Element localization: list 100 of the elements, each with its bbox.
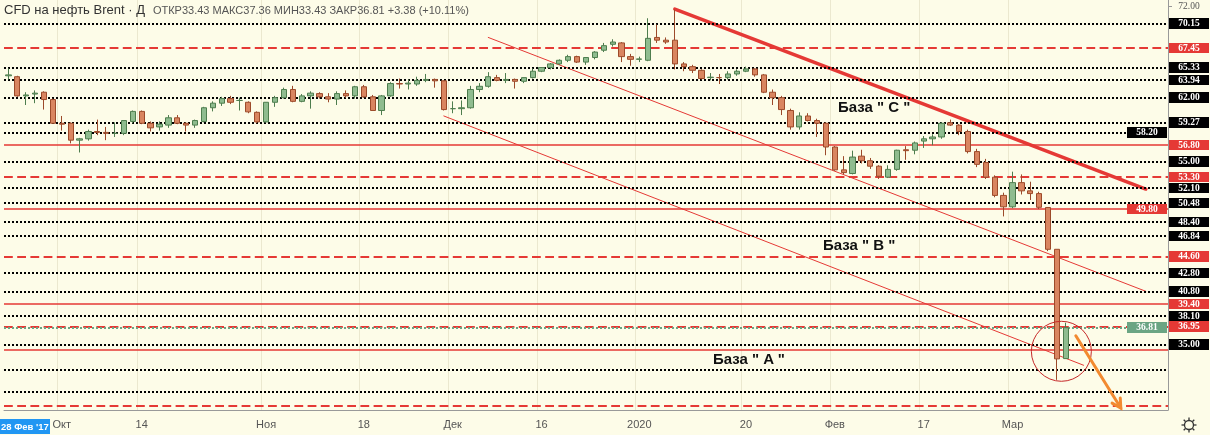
- y-tick-label: 67.45: [1169, 42, 1209, 54]
- x-tick-label: 18: [357, 417, 370, 430]
- candlestick: [396, 78, 403, 90]
- candlestick: [281, 87, 287, 100]
- candlestick: [796, 111, 802, 131]
- y-tick-label: 70.15: [1169, 18, 1209, 29]
- candlestick: [94, 119, 100, 136]
- candlestick: [583, 57, 589, 66]
- ref-line-label: 55.00: [1169, 156, 1209, 167]
- ref-line-label: 62.00: [1169, 92, 1209, 103]
- candlestick: [636, 56, 642, 63]
- candlestick: [378, 94, 385, 116]
- candlestick: [538, 67, 545, 73]
- candlestick: [59, 115, 65, 132]
- x-tick-label: Ноя: [256, 417, 277, 430]
- candlestick: [156, 120, 163, 132]
- candlestick: [938, 121, 945, 140]
- x-tick-label: 2020: [627, 417, 652, 430]
- candlestick: [752, 67, 758, 78]
- candlestick: [130, 109, 136, 124]
- candlestick: [485, 71, 491, 89]
- candlestick: [423, 73, 429, 83]
- candlestick: [414, 76, 420, 87]
- candlestick: [1027, 181, 1033, 201]
- candlestick: [530, 67, 536, 80]
- candlestick: [121, 120, 127, 136]
- candlestick: [787, 108, 794, 131]
- candlestick: [325, 92, 331, 103]
- candlestick: [192, 119, 198, 129]
- candlestick: [849, 150, 856, 175]
- candlestick: [316, 91, 323, 100]
- candlestick: [894, 149, 900, 172]
- candlestick: [432, 78, 438, 89]
- candlestick: [876, 164, 882, 180]
- ref-line-label: 50.48: [1169, 197, 1209, 209]
- candlestick: [227, 95, 234, 105]
- candlestick: [334, 90, 340, 106]
- candlestick: [458, 99, 465, 116]
- candlestick: [1063, 322, 1069, 360]
- candlestick: [610, 38, 616, 48]
- candlestick: [761, 73, 767, 94]
- candlestick: [645, 17, 651, 62]
- candlestick: [387, 81, 394, 98]
- ref-line-label: 48.40: [1169, 216, 1209, 228]
- y-tick-label: 65.33: [1169, 62, 1209, 73]
- candlestick: [512, 78, 518, 90]
- chart-subtitle: ОТКР33.43 МАКС37.36 МИН33.43 ЗАКР36.81 +3.38 (+10.11%): [152, 4, 469, 16]
- candlestick: [947, 119, 953, 127]
- candlestick: [885, 164, 891, 179]
- candlestick: [672, 9, 678, 70]
- candlestick: [592, 50, 598, 60]
- ref-line-label: 44.60: [1169, 251, 1209, 262]
- candlestick: [112, 121, 118, 138]
- candlestick: [921, 135, 927, 149]
- candlestick: [716, 73, 722, 85]
- candlestick: [823, 121, 829, 156]
- y-tick-label: 72.00: [1177, 1, 1201, 12]
- x-tick-label: Дек: [443, 417, 463, 430]
- candlestick: [85, 129, 92, 142]
- ref-line-label: 53.30: [1169, 171, 1209, 183]
- candlestick: [139, 109, 145, 125]
- ref-line-label: 63.94: [1169, 74, 1209, 86]
- candlestick: [307, 90, 314, 110]
- candlestick: [805, 112, 811, 122]
- x-tick-label: 17: [917, 417, 930, 430]
- candlestick: [663, 36, 669, 45]
- candlestick: [352, 85, 358, 100]
- candlestick: [1000, 192, 1007, 217]
- x-tick-label: 14: [135, 417, 148, 430]
- candlestick: [263, 101, 269, 123]
- candlestick: [565, 54, 571, 63]
- candlestick: [698, 68, 705, 80]
- ref-line-label: 52.10: [1169, 182, 1209, 194]
- candlestick: [707, 72, 714, 81]
- ref-line-label: 36.81: [1127, 322, 1167, 333]
- candlestick: [183, 121, 189, 132]
- ref-line-label: 39.40: [1169, 298, 1209, 310]
- candlestick: [68, 121, 74, 144]
- candlestick: [965, 129, 971, 154]
- candlestick: [858, 149, 865, 164]
- candlestick: [103, 126, 109, 141]
- candlestick: [370, 94, 376, 111]
- x-tick-label: 16: [535, 417, 548, 430]
- candlestick: [1009, 171, 1016, 209]
- candlestick: [50, 98, 56, 124]
- candlestick: [290, 85, 296, 103]
- ref-line-label: 36.95: [1169, 321, 1209, 332]
- candlestick: [299, 93, 305, 103]
- ref-line-label: 49.80: [1127, 203, 1167, 215]
- candlestick: [832, 145, 838, 172]
- candlestick: [974, 148, 980, 168]
- candlestick: [867, 157, 873, 170]
- candlestick: [23, 91, 29, 106]
- candlestick: [778, 95, 785, 116]
- x-tick-label: Фев: [824, 417, 846, 430]
- candlestick: [272, 95, 278, 108]
- x-tick-label: Мар: [1001, 417, 1024, 430]
- candlestick: [627, 53, 634, 67]
- candlestick: [1045, 206, 1051, 252]
- candlestick: [1054, 248, 1060, 381]
